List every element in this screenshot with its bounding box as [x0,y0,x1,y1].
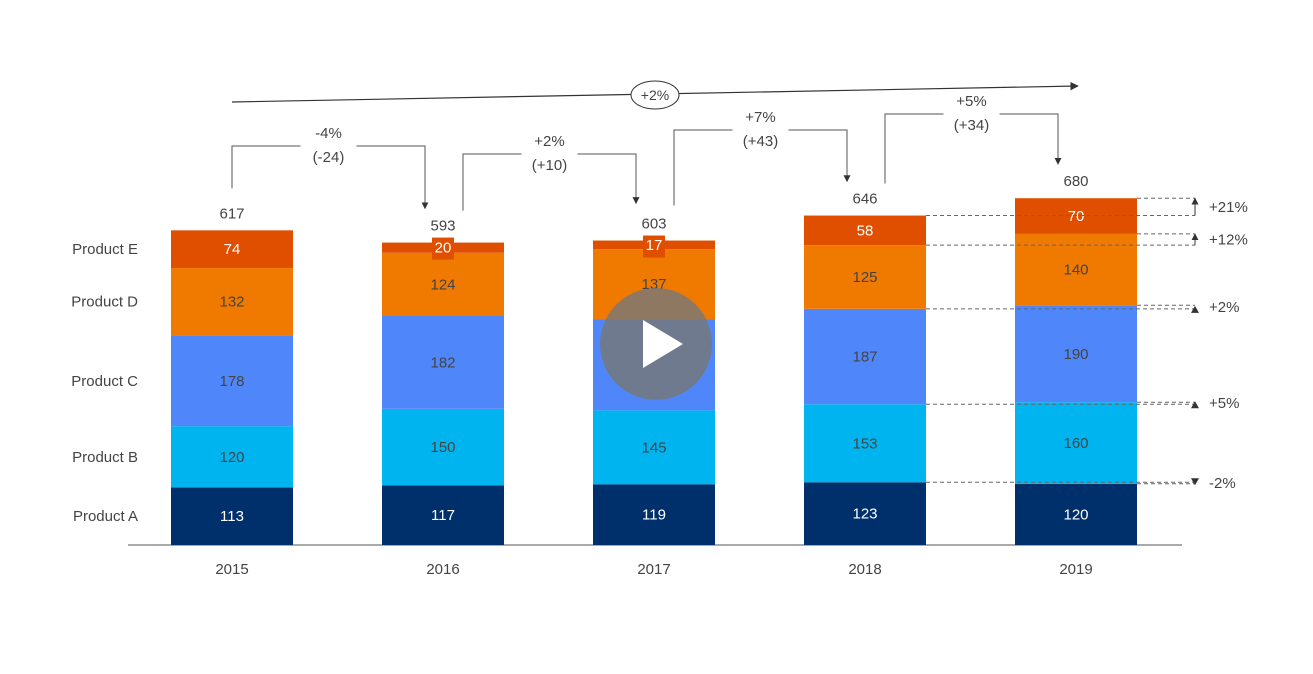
x-tick-label: 2017 [637,561,670,578]
bar-segment-product-d-2019 [1015,233,1137,306]
yoy-bracket-arrow [999,113,1062,165]
change-arrow [1191,478,1199,486]
bar-segment-product-d-2015 [171,268,293,336]
cagr-badge [630,80,680,110]
segment-label: 120 [1063,506,1088,523]
yoy-abs: (-24) [313,149,345,166]
change-label: +2% [1209,299,1239,316]
total-label: 603 [641,216,666,233]
yoy-bracket [673,129,733,206]
x-tick-label: 2015 [215,561,248,578]
bar-segment-product-a-2017 [593,484,715,545]
bar-segment-product-b-2016 [382,408,504,486]
segment-label: 70 [1068,208,1085,225]
yoy-bracket [462,153,522,211]
change-label: +12% [1209,232,1248,249]
bar-segment-product-b-2018 [804,404,926,483]
x-tick-label: 2018 [848,561,881,578]
segment-label: 140 [1063,262,1088,279]
bar-segment-product-e-2019 [1015,198,1137,234]
segment-label-tab [643,235,665,258]
segment-label: 119 [642,507,666,524]
total-label: 680 [1063,173,1088,190]
bar-segment-product-c-2015 [171,335,293,427]
segment-label: 178 [219,373,244,390]
segment-label: 145 [641,439,666,456]
bar-segment-product-c-2016 [382,316,504,409]
bar-segment-product-d-2018 [804,245,926,309]
yoy-pct: +7% [745,109,775,126]
segment-label: 153 [852,435,877,452]
row-label: Product E [72,241,138,258]
change-label: -2% [1209,475,1236,492]
row-label: Product A [73,508,138,525]
bar-segment-product-a-2018 [804,482,926,545]
segment-label: 117 [431,507,455,524]
bar-segment-product-b-2017 [593,410,715,485]
segment-label: 125 [852,269,877,286]
row-label: Product B [72,449,138,466]
yoy-bracket-arrow [788,129,851,183]
bar-segment-product-a-2016 [382,485,504,545]
yoy-bracket [231,145,301,189]
segment-label: 74 [224,241,241,258]
yoy-bracket [884,113,944,184]
total-label: 593 [430,218,455,235]
yoy-bracket-arrow [577,153,640,205]
bar-segment-product-a-2015 [171,487,293,545]
segment-label: 58 [857,222,874,239]
bar-segment-product-e-2015 [171,230,293,269]
row-label: Product D [71,294,138,311]
row-label: Product C [71,373,138,390]
bar-segment-product-c-2019 [1015,305,1137,403]
bar-segment-product-d-2016 [382,252,504,317]
yoy-abs: (+34) [954,117,989,134]
segment-label: 187 [852,349,877,366]
segment-label: 132 [219,294,244,311]
bar-segment-product-b-2015 [171,426,293,488]
segment-label: 120 [219,449,244,466]
bar-segment-product-e-2018 [804,215,926,246]
segment-label: 160 [1063,435,1088,452]
cagr-label: +2% [641,87,669,103]
total-label: 646 [852,191,877,208]
yoy-abs: (+10) [532,157,567,174]
yoy-pct: +2% [534,133,564,150]
segment-label: 124 [430,276,455,293]
change-label: +21% [1209,199,1248,216]
yoy-bracket-arrow [356,145,429,210]
segment-label-tab [432,237,454,260]
segment-label: 17 [646,237,663,254]
yoy-pct: -4% [315,125,342,142]
bar-segment-product-b-2019 [1015,402,1137,484]
play-button[interactable] [600,288,712,400]
x-tick-label: 2019 [1059,561,1092,578]
yoy-abs: (+43) [743,133,778,150]
bar-segment-product-a-2019 [1015,483,1137,545]
segment-label: 20 [435,240,452,257]
yoy-pct: +5% [956,93,986,110]
segment-label: 113 [220,508,244,525]
total-label: 617 [219,205,244,222]
segment-label: 182 [430,354,455,371]
change-arrow [1191,305,1199,313]
change-label: +5% [1209,395,1239,412]
x-tick-label: 2016 [426,561,459,578]
segment-label: 190 [1063,346,1088,363]
segment-label: 150 [430,439,455,456]
segment-label: 123 [852,506,877,523]
change-arrow [1191,401,1199,409]
bar-segment-product-c-2018 [804,308,926,405]
